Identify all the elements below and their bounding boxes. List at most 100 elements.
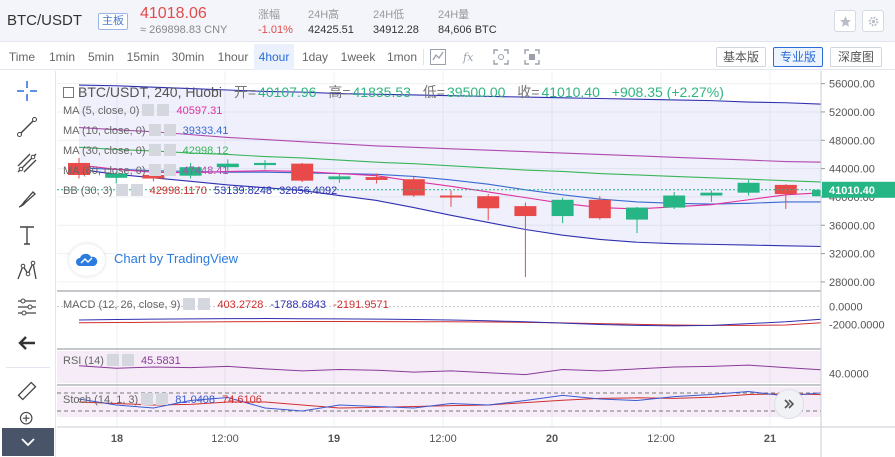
indicator-label: RSI (14) xyxy=(63,355,104,367)
last-price-label: 41010.40 xyxy=(829,185,875,197)
timeframe-1week[interactable]: 1week xyxy=(340,50,376,64)
indicator-value: 53139.8248 xyxy=(213,185,273,197)
close-icon[interactable] xyxy=(163,144,176,156)
settings-icon[interactable] xyxy=(141,393,154,405)
ruler-tool[interactable] xyxy=(12,377,42,405)
pane-stoch-legend[interactable]: Stoch (14, 1, 3) 81.0408 74.6106 xyxy=(63,392,262,408)
indicator-ma5[interactable]: MA (5, close, 0) 40597.31 xyxy=(63,103,222,119)
pane-rsi-legend[interactable]: RSI (14) 45.5831 xyxy=(63,353,181,369)
ticker-header: BTC/USDT 主板 41018.06 ≈ 269898.83 CNY 涨幅 … xyxy=(0,0,895,42)
view-depth-button[interactable]: 深度图 xyxy=(830,47,882,67)
scroll-to-latest-button[interactable] xyxy=(774,389,804,419)
settings-button[interactable] xyxy=(862,10,884,32)
indicator-value: 42998.12 xyxy=(182,145,229,157)
candle-body xyxy=(179,167,202,176)
price-tick-label: 44000.00 xyxy=(829,164,875,176)
zoom-tool[interactable] xyxy=(12,409,42,429)
settings-icon[interactable] xyxy=(142,104,155,116)
close-icon[interactable] xyxy=(157,104,170,116)
close-value: 41010.40 xyxy=(541,84,600,100)
stat-label: 涨幅 xyxy=(258,9,280,21)
brush-tool[interactable] xyxy=(12,185,42,213)
candle-body xyxy=(365,177,388,180)
indicator-label: MA (60, close, 0) xyxy=(63,165,146,177)
fullscreen-button[interactable] xyxy=(492,48,510,66)
fib-icon xyxy=(17,153,37,173)
indicator-ma30[interactable]: MA (30, close, 0) 42998.12 xyxy=(63,143,229,159)
close-icon[interactable] xyxy=(121,354,134,366)
view-pro-button[interactable]: 专业版 xyxy=(773,47,823,67)
indicator-label: MA (10, close, 0) xyxy=(63,125,146,137)
double-chevron-right-icon xyxy=(784,399,795,409)
last-price: 41018.06 xyxy=(140,5,207,22)
series-line xyxy=(78,168,824,248)
toolbar-divider xyxy=(423,49,424,65)
stat-high: 24H高 42425.51 xyxy=(308,6,354,36)
settings-icon[interactable] xyxy=(148,144,161,156)
timeframe-15min[interactable]: 15min xyxy=(126,50,160,64)
crosshair-tool[interactable] xyxy=(12,77,42,105)
ruler-icon xyxy=(17,381,37,401)
snapshot-button[interactable] xyxy=(523,48,541,66)
timeframe-1hour[interactable]: 1hour xyxy=(217,50,249,64)
indicator-value: 40597.31 xyxy=(176,105,223,117)
svg-text:fx: fx xyxy=(462,51,474,64)
indicator-ma60[interactable]: MA (60, close, 0) 47448.41 xyxy=(63,163,229,179)
series-line xyxy=(78,167,823,205)
back-tool[interactable] xyxy=(12,329,42,357)
tradingview-watermark[interactable]: Chart by TradingView xyxy=(114,251,239,266)
fib-tool[interactable] xyxy=(12,149,42,177)
settings-icon[interactable] xyxy=(183,298,196,310)
candle-body xyxy=(68,162,90,175)
chevron-down-icon xyxy=(21,438,35,447)
rsi-axis-label: 40.0000 xyxy=(829,368,869,380)
close-icon[interactable] xyxy=(163,124,176,136)
text-tool[interactable] xyxy=(12,221,42,249)
view-basic-button[interactable]: 基本版 xyxy=(716,47,766,67)
stat-volume: 24H量 84,606 BTC xyxy=(438,6,497,36)
ohlc-legend: BTC/USDT, 240, Huobi 开= 40107.96 高= 41835.… xyxy=(63,82,726,102)
indicator-button[interactable]: fx xyxy=(461,48,479,66)
indicator-value: 47448.41 xyxy=(182,165,229,177)
price-axis-background xyxy=(821,71,895,457)
timeframe-1min[interactable]: 1min xyxy=(48,50,75,64)
price-tick-label: 36000.00 xyxy=(829,220,875,232)
trendline-tool[interactable] xyxy=(12,113,42,141)
settings-icon[interactable] xyxy=(148,124,161,136)
timeframe-4hour[interactable]: 4hour xyxy=(254,44,294,70)
close-icon[interactable] xyxy=(198,298,211,310)
chart-type-button[interactable] xyxy=(429,48,447,66)
symbol-label: BTC/USDT, 240, Huobi xyxy=(78,84,222,100)
settings-icon[interactable] xyxy=(115,184,128,196)
indicator-label: MA (30, close, 0) xyxy=(63,145,146,157)
timeframe-1mon[interactable]: 1mon xyxy=(386,50,418,64)
toolbar: Time 1min 5min 15min 30min 1hour 4hour 1… xyxy=(0,44,895,70)
tradingview-logo[interactable] xyxy=(69,244,105,276)
timeframe-1day[interactable]: 1day xyxy=(301,50,329,64)
candle-body xyxy=(626,207,648,220)
settings-icon[interactable] xyxy=(106,354,119,366)
low-value: 39500.00 xyxy=(447,84,506,100)
pane-macd-legend[interactable]: MACD (12, 26, close, 9) 403.2728 -1788.6… xyxy=(63,297,389,313)
settings-icon[interactable] xyxy=(148,164,161,176)
collapse-tools-button[interactable] xyxy=(2,428,54,456)
trendline-icon xyxy=(17,117,37,137)
drawing-toolbar xyxy=(0,71,56,457)
indicator-bb[interactable]: BB (30, 3) 42998.1170 53139.8248 32856.4… xyxy=(63,183,337,199)
candle-body xyxy=(663,195,686,208)
zoom-icon xyxy=(19,411,33,425)
close-icon[interactable] xyxy=(130,184,143,196)
favorite-button[interactable] xyxy=(834,10,856,32)
timeframe-time[interactable]: Time xyxy=(8,50,36,64)
timeframe-30min[interactable]: 30min xyxy=(171,50,205,64)
legend-collapse-icon[interactable] xyxy=(63,87,74,98)
close-icon[interactable] xyxy=(163,164,176,176)
candle-body xyxy=(551,199,574,217)
indicator-ma10[interactable]: MA (10, close, 0) 39333.41 xyxy=(63,123,229,139)
timeframe-5min[interactable]: 5min xyxy=(87,50,114,64)
stat-label: 24H量 xyxy=(438,9,470,21)
close-icon[interactable] xyxy=(156,393,169,405)
price-chart[interactable]: 56000.0052000.0048000.0044000.0040000.00… xyxy=(57,71,895,457)
pattern-tool[interactable] xyxy=(12,257,42,285)
measure-tool[interactable] xyxy=(12,293,42,321)
